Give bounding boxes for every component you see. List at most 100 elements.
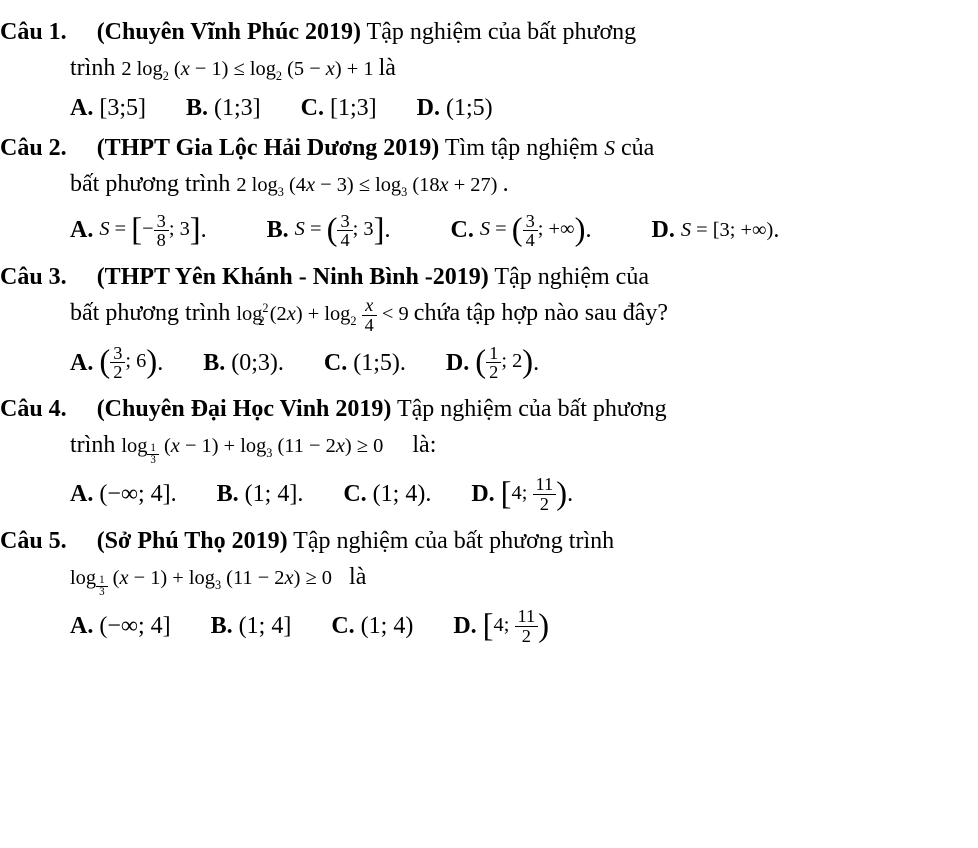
q3-source: (THPT Yên Khánh - Ninh Bình -2019) (97, 264, 489, 290)
opt-val: S = (34; +∞) (480, 206, 586, 255)
q2-answers: A. S = [−38; 3] . B. S = (34; 3] . C. S … (70, 206, 978, 255)
opt-val: (1;5) (446, 90, 493, 126)
opt-label: A. (70, 476, 93, 512)
q4-formula: log13 (x − 1) + log3 (11 − 2x) ≥ 0 (121, 435, 388, 457)
opt-label: A. (70, 90, 93, 126)
q2-formula: 2 log3 (4x − 3) ≤ log3 (18x + 27) (236, 174, 502, 196)
opt-val: (32; 6) (99, 338, 157, 387)
question-2: Câu 2. (THPT Gia Lộc Hải Dương 2019) Tìm… (0, 130, 978, 255)
opt-label: A. (70, 608, 93, 644)
q1-label: Câu 1. (0, 19, 67, 45)
q3-formula: log22 (2x) + log2 x4 < 9 (236, 303, 413, 325)
q4-opt-a: A. (−∞; 4]. (70, 470, 177, 519)
period: . (171, 476, 177, 512)
q1-pre: trình (70, 55, 115, 81)
q3-label: Câu 3. (0, 264, 67, 290)
period: . (533, 345, 539, 381)
q3-answers: A. (32; 6) . B. (0;3). C. (1;5). D. (12;… (70, 338, 978, 387)
opt-val: (1; 4] (245, 476, 298, 512)
question-1: Câu 1. (Chuyên Vĩnh Phúc 2019) Tập nghiệ… (0, 14, 978, 126)
q3-opt-d: D. (12; 2) . (446, 338, 539, 387)
q4-line2: trình log13 (x − 1) + log3 (11 − 2x) ≥ 0… (70, 427, 968, 466)
q2-line1: Câu 2. (THPT Gia Lộc Hải Dương 2019) Tìm… (0, 130, 968, 166)
q3-line1: Câu 3. (THPT Yên Khánh - Ninh Bình -2019… (0, 259, 968, 295)
q2-pre: bất phương trình (70, 171, 230, 197)
q5-label: Câu 5. (0, 528, 67, 554)
q2-source: (THPT Gia Lộc Hải Dương 2019) (97, 135, 440, 161)
opt-label: D. (453, 608, 476, 644)
q4-answers: A. (−∞; 4]. B. (1; 4]. C. (1; 4). D. [4;… (70, 470, 978, 519)
q1-answers: A. [3;5] B. (1;3] C. [1;3] D. (1;5) (70, 90, 978, 126)
q4-lead: Tập nghiệm của bất phương (397, 396, 667, 422)
q1-post: là (379, 55, 396, 81)
opt-val: (−∞; 4] (99, 476, 170, 512)
opt-label: D. (417, 90, 440, 126)
opt-val: [4; 112) (501, 470, 567, 519)
period: . (773, 212, 779, 248)
q5-source: (Sở Phú Thọ 2019) (97, 528, 288, 554)
period: . (503, 171, 509, 197)
opt-label: C. (450, 212, 473, 248)
q2-lead-b: của (621, 135, 654, 161)
opt-label: C. (331, 608, 354, 644)
opt-val: (1;3] (214, 90, 261, 126)
opt-val: [1;3] (330, 90, 377, 126)
q4-opt-d: D. [4; 112) . (471, 470, 573, 519)
period: . (585, 212, 591, 248)
opt-label: D. (471, 476, 494, 512)
q4-source: (Chuyên Đại Học Vinh 2019) (97, 396, 392, 422)
opt-label: C. (343, 476, 366, 512)
q1-formula: 2 log2 (x − 1) ≤ log2 (5 − x) + 1 (121, 58, 378, 80)
opt-label: B. (267, 212, 289, 248)
q2-line2: bất phương trình 2 log3 (4x − 3) ≤ log3 … (70, 166, 968, 202)
question-4: Câu 4. (Chuyên Đại Học Vinh 2019) Tập ng… (0, 391, 978, 519)
document-page: Câu 1. (Chuyên Vĩnh Phúc 2019) Tập nghiệ… (0, 0, 978, 675)
opt-val: (1;5) (353, 345, 400, 381)
opt-val: S = (34; 3] (295, 206, 385, 255)
q5-line1: Câu 5. (Sở Phú Thọ 2019) Tập nghiệm của … (0, 523, 968, 559)
opt-val: (1; 4) (373, 476, 426, 512)
opt-val: (12; 2) (475, 338, 533, 387)
q2-opt-a: A. S = [−38; 3] . (70, 206, 207, 255)
opt-label: C. (324, 345, 347, 381)
q2-opt-b: B. S = (34; 3] . (267, 206, 391, 255)
q5-opt-c: C. (1; 4) (331, 602, 413, 651)
q4-post: là: (412, 432, 436, 458)
question-5: Câu 5. (Sở Phú Thọ 2019) Tập nghiệm của … (0, 523, 978, 651)
opt-val: (1; 4] (239, 608, 292, 644)
q1-lead: Tập nghiệm của bất phương (367, 19, 637, 45)
opt-label: A. (70, 212, 93, 248)
q1-opt-a: A. [3;5] (70, 90, 146, 126)
period: . (425, 476, 431, 512)
opt-label: B. (203, 345, 225, 381)
q1-source: (Chuyên Vĩnh Phúc 2019) (97, 19, 361, 45)
period: . (297, 476, 303, 512)
question-3: Câu 3. (THPT Yên Khánh - Ninh Bình -2019… (0, 259, 978, 387)
q2-label: Câu 2. (0, 135, 67, 161)
opt-label: D. (446, 345, 469, 381)
q4-opt-b: B. (1; 4]. (217, 470, 304, 519)
q2-opt-c: C. S = (34; +∞) . (450, 206, 591, 255)
period: . (278, 345, 284, 381)
opt-val: S = [−38; 3] (99, 206, 200, 255)
opt-label: B. (186, 90, 208, 126)
q1-opt-b: B. (1;3] (186, 90, 261, 126)
opt-val: S = [3; +∞) (681, 215, 773, 246)
opt-label: D. (651, 212, 674, 248)
opt-label: C. (301, 90, 324, 126)
q3-lead: Tập nghiệm của (494, 264, 649, 290)
q1-opt-c: C. [1;3] (301, 90, 377, 126)
q5-opt-b: B. (1; 4] (211, 602, 292, 651)
period: . (384, 212, 390, 248)
opt-label: B. (217, 476, 239, 512)
q1-line2: trình 2 log2 (x − 1) ≤ log2 (5 − x) + 1 … (70, 50, 968, 86)
opt-val: (−∞; 4] (99, 608, 170, 644)
q5-lead: Tập nghiệm của bất phương trình (293, 528, 614, 554)
period: . (400, 345, 406, 381)
opt-val: [3;5] (99, 90, 146, 126)
q2-S: S (604, 136, 615, 160)
q3-opt-b: B. (0;3). (203, 338, 284, 387)
q4-pre: trình (70, 432, 115, 458)
period: . (567, 476, 573, 512)
q4-line1: Câu 4. (Chuyên Đại Học Vinh 2019) Tập ng… (0, 391, 968, 427)
